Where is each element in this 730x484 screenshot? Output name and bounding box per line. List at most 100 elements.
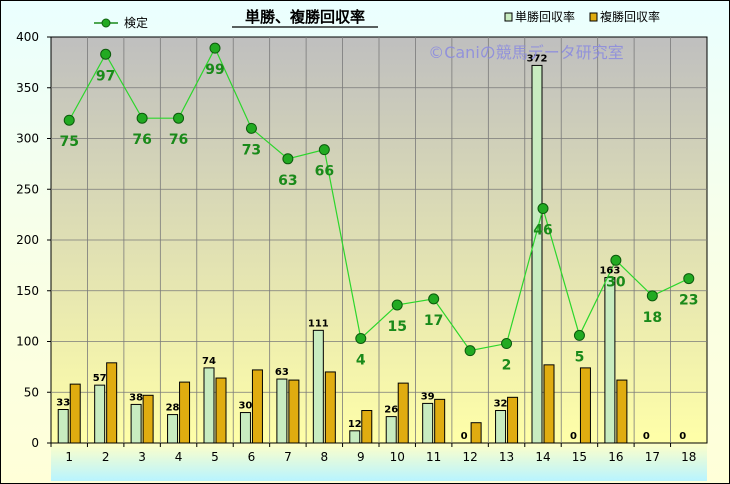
bar-win: [604, 277, 616, 444]
legend: 検定 単勝回収率 複勝回収率: [94, 9, 660, 30]
bar-value-label: 0: [570, 431, 577, 442]
legend-label-win: 単勝回収率: [515, 9, 575, 24]
line-value-label: 66: [315, 164, 334, 180]
line-value-label: 97: [96, 68, 115, 84]
bar-value-label: 163: [599, 266, 620, 277]
legend-swatch-win: [504, 12, 513, 22]
legend-label-line: 検定: [124, 15, 148, 30]
bar-win: [167, 414, 179, 444]
bar-place: [579, 367, 591, 444]
bar-place: [142, 394, 154, 444]
line-point: [245, 122, 257, 134]
line-value-label: 76: [169, 132, 188, 148]
bar-place: [361, 410, 373, 444]
bar-value-label: 372: [527, 53, 548, 64]
bar-value-label: 28: [166, 403, 180, 414]
y-tick-label: 200: [16, 233, 39, 247]
line-point: [173, 112, 185, 124]
x-tick-label: 17: [645, 450, 660, 464]
legend-label-place: 複勝回収率: [600, 9, 660, 24]
x-tick-label: 5: [211, 450, 219, 464]
x-tick-label: 3: [138, 450, 146, 464]
bar-win: [531, 64, 543, 444]
x-tick-label: 1: [65, 450, 73, 464]
line-value-label: 17: [424, 313, 443, 329]
legend-swatch-place: [589, 12, 598, 22]
line-point: [136, 112, 148, 124]
bar-value-label: 0: [643, 431, 650, 442]
line-value-label: 18: [643, 310, 662, 326]
bar-win: [422, 402, 434, 444]
y-tick-label: 250: [16, 182, 39, 196]
x-tick-label: 16: [608, 450, 623, 464]
line-point: [391, 299, 403, 311]
line-point: [537, 203, 549, 215]
bar-win: [385, 416, 397, 444]
x-tick-label: 4: [175, 450, 183, 464]
line-point: [646, 290, 658, 302]
bars: [57, 64, 628, 444]
bar-value-label: 63: [275, 367, 289, 378]
line-series: [63, 42, 695, 357]
x-tick-label: 7: [284, 450, 292, 464]
bar-value-label: 12: [348, 419, 362, 430]
bar-value-label: 33: [56, 398, 70, 409]
line-point: [464, 345, 476, 357]
y-tick-label: 350: [16, 81, 39, 95]
line-value-label: 99: [205, 62, 224, 78]
x-tick-label: 9: [357, 450, 365, 464]
x-tick-label: 2: [102, 450, 110, 464]
line-point: [355, 332, 367, 344]
bar-place: [288, 379, 300, 444]
bar-win: [130, 403, 142, 444]
line-path: [68, 46, 690, 352]
x-tick-label: 14: [535, 450, 550, 464]
x-tick-label: 6: [248, 450, 256, 464]
x-tick-label: 13: [499, 450, 514, 464]
bar-value-label: 26: [384, 405, 398, 416]
line-point: [683, 273, 695, 285]
line-point: [318, 144, 330, 156]
bar-place: [179, 381, 191, 444]
chart-title: 単勝、複勝回収率: [245, 8, 365, 26]
bar-value-label: 30: [238, 401, 252, 412]
line-value-label: 4: [356, 352, 366, 368]
bar-value-label: 0: [461, 431, 468, 442]
bar-win: [94, 384, 106, 444]
x-tick-label: 11: [426, 450, 441, 464]
bar-place: [543, 364, 555, 444]
bar-value-label: 74: [202, 356, 216, 367]
bar-value-label: 0: [679, 431, 686, 442]
bar-win: [349, 430, 361, 444]
bar-place: [397, 382, 409, 444]
bar-win: [276, 378, 288, 444]
bar-win: [239, 412, 251, 444]
y-tick-label: 300: [16, 132, 39, 146]
bar-place: [616, 379, 628, 444]
line-point: [63, 114, 75, 126]
data-labels: 33 57 38 28 74 30 63 111 12 26 39 0 32 372 0 163 0 0 75 97 7…: [56, 53, 698, 442]
line-point: [501, 338, 513, 350]
bar-win: [312, 329, 324, 444]
x-tick-label: 18: [681, 450, 696, 464]
y-tick-label: 100: [16, 335, 39, 349]
line-point: [573, 329, 585, 341]
bar-place: [470, 422, 482, 444]
line-point: [209, 42, 221, 54]
line-point: [428, 293, 440, 305]
bar-place: [106, 362, 118, 444]
legend-marker-swatch: [101, 18, 111, 28]
bar-win: [57, 409, 69, 444]
bar-win: [203, 367, 215, 444]
bar-value-label: 38: [129, 392, 143, 403]
bar-place: [324, 371, 336, 444]
x-tick-label: 8: [321, 450, 329, 464]
bar-place: [215, 377, 227, 444]
line-point: [100, 48, 112, 60]
bar-value-label: 39: [421, 391, 435, 402]
line-point: [610, 254, 622, 266]
x-axis-strip: [51, 443, 707, 481]
x-tick-label: 12: [462, 450, 477, 464]
